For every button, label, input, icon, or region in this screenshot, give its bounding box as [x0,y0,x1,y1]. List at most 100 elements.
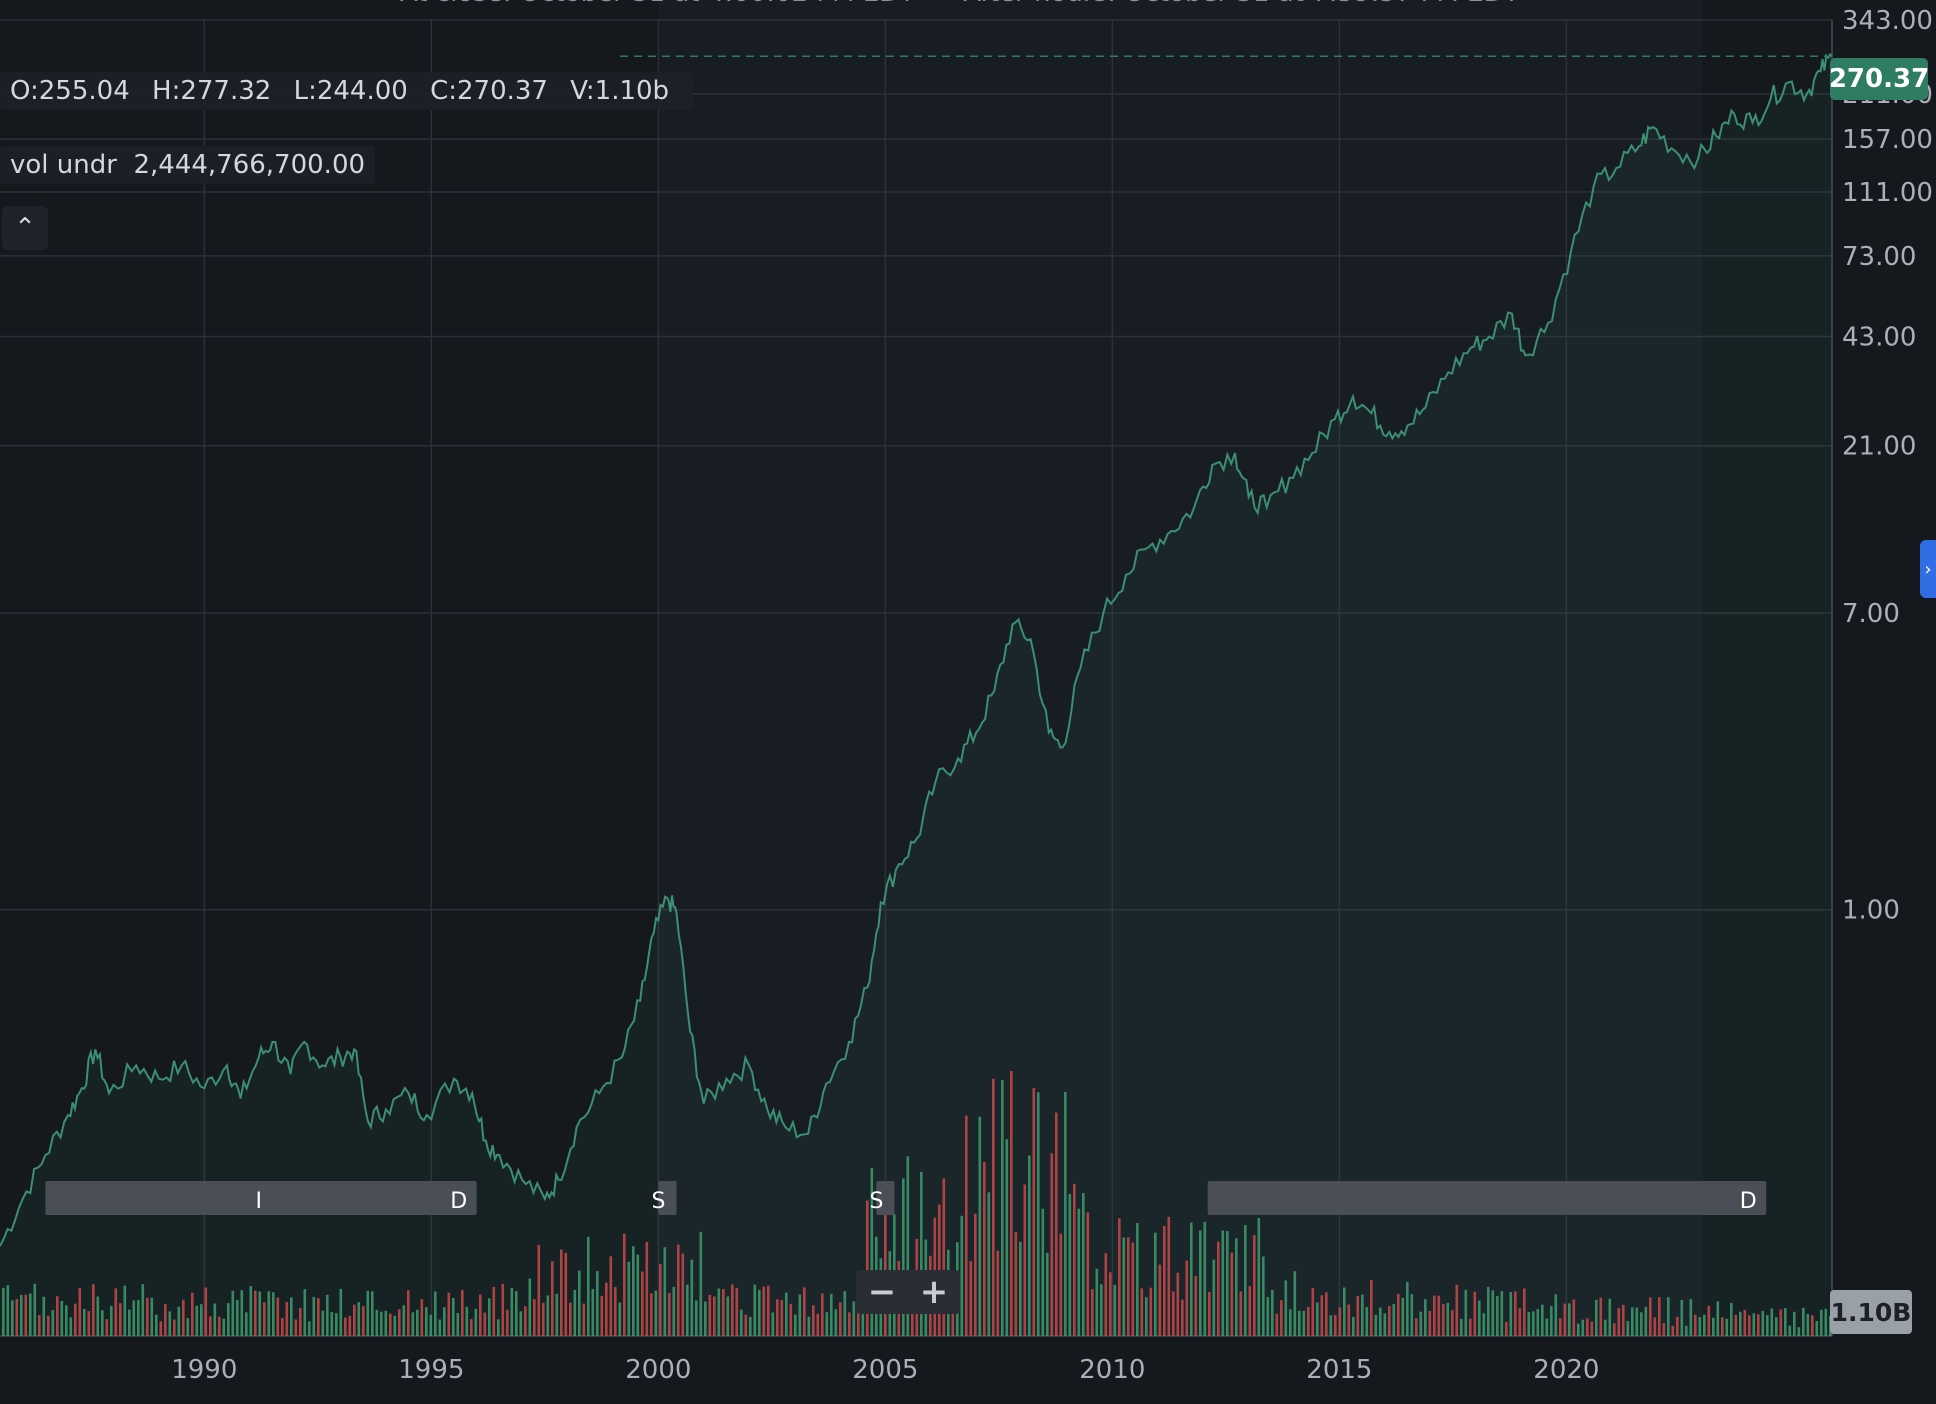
volume-bar [1262,1256,1265,1336]
volume-bar [600,1295,604,1336]
volume-bar [1527,1311,1531,1336]
volume-bar [1793,1311,1796,1336]
volume-bar [1212,1259,1216,1336]
volume-bar [294,1319,298,1336]
volume-bar [362,1306,365,1336]
volume-bar [1208,1291,1211,1336]
volume-bar [312,1296,316,1336]
volume-bar [1712,1317,1715,1336]
volume-bar [569,1302,572,1336]
volume-bar [47,1315,50,1336]
y-tick-label: 73.00 [1842,242,1916,272]
event-marker [658,1181,677,1215]
volume-bar [537,1244,541,1336]
side-panel-handle[interactable]: › [1920,540,1936,598]
volume-bar [1766,1315,1769,1336]
high-value: H:277.32 [152,76,272,106]
volume-bar [1658,1297,1661,1336]
volume-bar [357,1302,361,1336]
volume-bar [1775,1317,1778,1336]
volume-bar [1023,1184,1027,1336]
volume-bar [1500,1291,1504,1336]
volume-bar [1091,1289,1094,1336]
volume-bar [20,1294,23,1336]
volume-bar [753,1284,757,1336]
volume-bar [1127,1237,1130,1336]
volume-bar [1365,1307,1369,1336]
volume-bar [807,1316,811,1336]
y-tick-label: 43.00 [1842,322,1916,352]
volume-bar [65,1305,68,1336]
volume-bar [1536,1309,1540,1336]
volume-label: vol undr [10,150,117,180]
volume-bar [1473,1291,1477,1336]
volume-bar [78,1288,82,1336]
volume-bar [155,1314,158,1336]
volume-bar [1743,1309,1747,1336]
volume-bar [1122,1237,1126,1336]
zoom-in-button[interactable]: + [919,1272,949,1312]
volume-bar [1266,1297,1270,1336]
volume-bar [1032,1088,1036,1336]
volume-bar [1154,1232,1157,1336]
volume-bar [1064,1091,1067,1336]
volume-bar [461,1289,464,1336]
volume-bar [1676,1316,1679,1336]
volume-bar [1113,1284,1117,1336]
volume-bar [1514,1291,1517,1336]
volume-bar [1680,1299,1684,1336]
volume-bar [1046,1252,1049,1336]
volume-bar [218,1316,221,1336]
x-tick-label: 2000 [625,1355,691,1385]
volume-bar [393,1315,397,1336]
volume-bar [510,1287,514,1336]
x-tick-label: 2005 [852,1355,918,1385]
volume-bar [92,1284,95,1336]
volume-bar [1325,1292,1328,1336]
volume-bar [209,1316,212,1336]
header-caption: At close: October 31 at 4:00:02 PM EDT A… [400,0,1519,8]
zoom-out-button[interactable]: − [867,1272,897,1312]
volume-bar [465,1306,469,1336]
volume-bar [564,1252,568,1336]
volume-bar [371,1291,374,1336]
volume-bar [182,1299,185,1336]
volume-bar [1203,1221,1207,1336]
volume-bar [177,1306,181,1336]
volume-bar [1815,1320,1819,1336]
volume-bar [1190,1222,1193,1336]
volume-bar [159,1321,163,1336]
volume-bar [906,1156,910,1336]
volume-bar [992,1078,995,1336]
volume-bar [263,1302,266,1336]
volume-bar [965,1115,968,1336]
volume-bar [420,1299,424,1336]
volume-bar [645,1241,649,1336]
volume-bar [1617,1308,1621,1336]
volume-bar [74,1303,77,1336]
x-tick-label: 2010 [1079,1355,1145,1385]
volume-bar [1482,1313,1486,1336]
volume-bar [641,1271,644,1336]
volume-bar [1523,1288,1526,1336]
collapse-legend-button[interactable]: ⌃ [2,206,48,250]
volume-bar [551,1261,554,1336]
volume-bar [578,1270,581,1336]
y-tick-label: 157.00 [1842,125,1933,155]
volume-bar [1410,1294,1414,1336]
volume-bar [776,1299,779,1336]
volume-bar [1721,1317,1724,1336]
volume-bar [942,1178,946,1336]
volume-bar [1379,1307,1382,1336]
volume-bar [699,1231,703,1336]
volume-bar [1577,1323,1580,1336]
volume-bar [974,1213,977,1336]
volume-bar [1581,1319,1585,1336]
volume-bar [1041,1208,1045,1336]
volume-bar [969,1261,973,1336]
volume-bar [1752,1313,1756,1336]
event-letter: D [1740,1189,1757,1214]
volume-bar [1424,1299,1427,1336]
volume-bar [627,1261,631,1336]
